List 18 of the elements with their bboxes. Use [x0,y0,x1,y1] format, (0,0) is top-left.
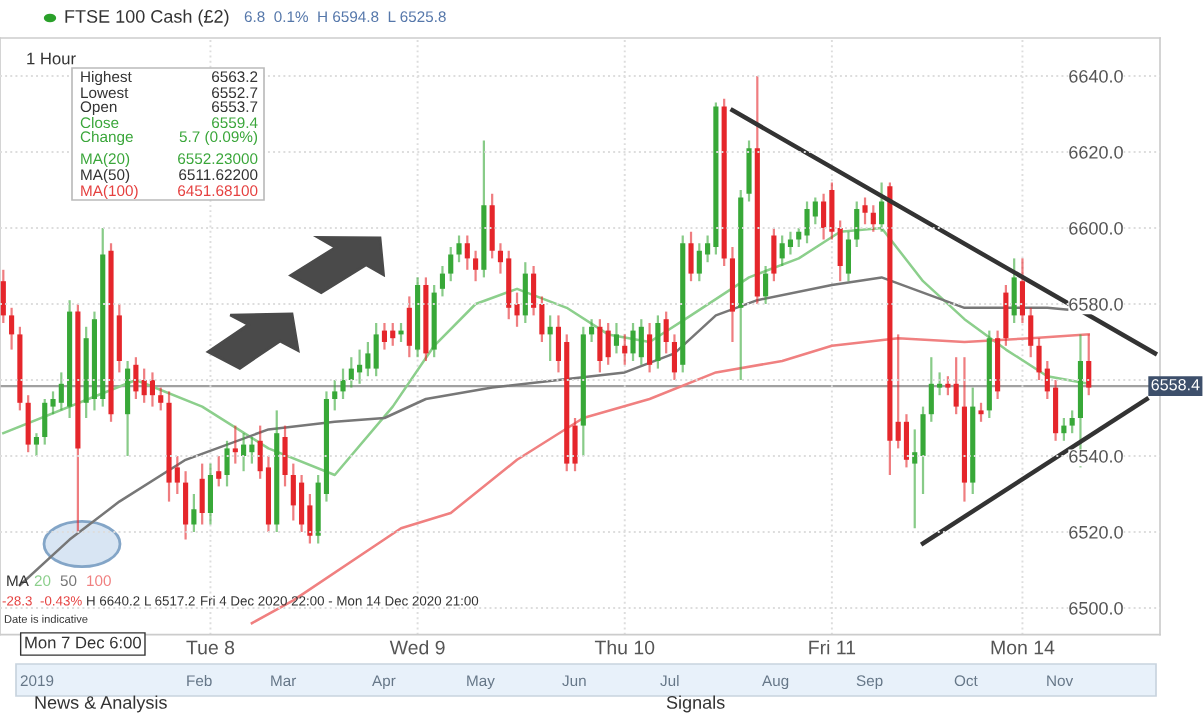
y-tick-label: 6620.0 [1069,145,1123,159]
x-tick-label: Tue 8 [186,640,235,655]
y-tick-label: 6500.0 [1069,601,1123,615]
x-tick-label: Fri 11 [809,640,856,655]
y-tick-label: 6600.0 [1069,221,1123,235]
chart-title: FTSE 100 Cash (£2) [65,9,229,27]
ref-line-label: 6558.4 [1151,379,1200,391]
y-tick-label: 6540.0 [1069,449,1123,463]
y-tick-label: 6520.0 [1069,525,1123,539]
text: News & Analysis [35,695,167,713]
text: Signals [666,695,725,713]
annotation: 1 Hour [27,52,76,65]
x-tick-label: Wed 9 [389,640,445,655]
y-tick-label: 6640.0 [1069,69,1123,83]
y-tick-label: 6580.0 [1069,297,1123,311]
x-tick-label: Mon 14 [991,640,1055,655]
text: Mon 7 Dec 6:00 [25,636,142,649]
x-tick-label: Thu 10 [594,640,655,655]
